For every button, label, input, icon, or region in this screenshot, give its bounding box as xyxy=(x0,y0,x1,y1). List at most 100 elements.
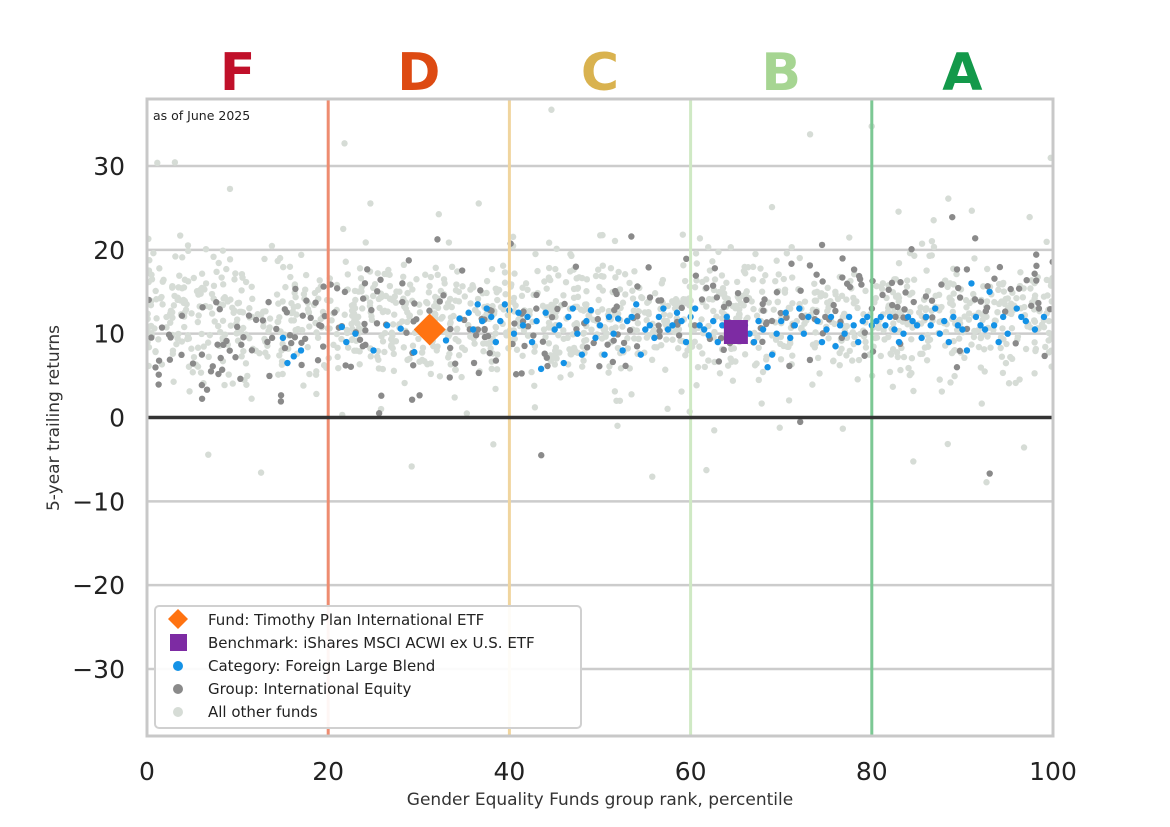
point-group-fund xyxy=(861,352,868,359)
point-group-fund xyxy=(399,280,406,287)
point-other-fund xyxy=(825,335,832,342)
point-other-fund xyxy=(557,374,564,381)
point-other-fund xyxy=(619,299,627,306)
point-group-fund xyxy=(333,285,341,292)
point-category-fund xyxy=(524,313,531,321)
point-other-fund xyxy=(190,274,198,282)
point-category-fund xyxy=(945,338,953,346)
point-other-fund xyxy=(499,262,507,269)
point-group-fund xyxy=(319,343,327,350)
point-other-fund xyxy=(649,473,656,480)
point-group-fund xyxy=(265,298,272,306)
point-category-fund xyxy=(397,325,404,332)
point-group-fund xyxy=(938,281,945,288)
point-other-fund xyxy=(592,272,600,280)
point-other-fund xyxy=(924,287,932,295)
point-other-fund xyxy=(455,298,463,305)
point-other-fund xyxy=(170,302,178,309)
point-category-fund xyxy=(1018,313,1025,321)
point-other-fund xyxy=(338,335,345,343)
point-other-fund xyxy=(727,355,734,362)
point-group-fund xyxy=(413,316,420,323)
point-other-fund xyxy=(919,350,926,357)
point-other-fund xyxy=(750,305,757,313)
point-other-fund xyxy=(1013,294,1020,302)
point-other-fund xyxy=(242,360,250,367)
point-other-fund xyxy=(371,281,379,288)
point-other-fund xyxy=(995,286,1002,294)
point-other-fund xyxy=(1008,325,1016,332)
point-other-fund xyxy=(257,469,265,476)
point-group-fund xyxy=(715,358,723,365)
point-other-fund xyxy=(645,308,652,316)
point-group-fund xyxy=(760,307,767,314)
point-other-fund xyxy=(183,301,190,308)
point-other-fund xyxy=(1022,345,1030,353)
point-other-fund xyxy=(1017,269,1024,276)
point-other-fund xyxy=(402,305,410,312)
point-other-fund xyxy=(678,388,685,395)
point-group-fund xyxy=(155,381,162,388)
point-category-fund xyxy=(913,322,921,329)
point-group-fund xyxy=(610,337,617,344)
point-other-fund xyxy=(240,324,247,332)
point-other-fund xyxy=(953,270,960,278)
point-group-fund xyxy=(416,392,423,399)
point-other-fund xyxy=(202,245,210,253)
point-other-fund xyxy=(693,277,700,284)
y-tick-label: 0 xyxy=(109,404,125,433)
point-category-fund xyxy=(882,322,889,329)
point-other-fund xyxy=(169,347,177,354)
point-category-fund xyxy=(633,301,640,308)
point-other-fund xyxy=(831,320,838,328)
point-category-fund xyxy=(533,317,540,325)
point-other-fund xyxy=(362,239,369,246)
point-other-fund xyxy=(392,337,400,345)
point-other-fund xyxy=(474,295,482,303)
point-other-fund xyxy=(755,344,762,351)
point-category-fund xyxy=(936,330,943,337)
point-other-fund xyxy=(541,278,548,285)
point-other-fund xyxy=(825,304,832,311)
point-group-fund xyxy=(277,392,285,399)
point-category-fund xyxy=(818,338,826,346)
point-group-fund xyxy=(761,296,768,303)
point-group-fund xyxy=(277,398,285,405)
point-group-fund xyxy=(312,299,319,306)
point-other-fund xyxy=(938,388,946,395)
point-other-fund xyxy=(454,325,461,333)
point-group-fund xyxy=(472,331,480,339)
point-other-fund xyxy=(1014,333,1022,340)
point-other-fund xyxy=(789,300,796,307)
point-category-fund xyxy=(904,313,912,321)
point-group-fund xyxy=(996,263,1004,271)
point-other-fund xyxy=(246,334,253,342)
grid-lines xyxy=(147,164,1053,671)
point-other-fund xyxy=(292,326,299,334)
point-category-fund xyxy=(981,326,989,333)
point-other-fund xyxy=(153,315,160,322)
point-group-fund xyxy=(711,265,719,272)
point-group-fund xyxy=(199,304,206,311)
point-category-fund xyxy=(370,347,377,354)
point-category-fund xyxy=(442,337,450,344)
point-group-fund xyxy=(1015,285,1023,292)
point-group-fund xyxy=(399,298,406,306)
point-group-fund xyxy=(512,371,520,378)
legend-marker-category xyxy=(173,661,183,671)
point-group-fund xyxy=(240,334,247,341)
point-group-fund xyxy=(218,366,226,373)
point-other-fund xyxy=(780,275,787,283)
point-group-fund xyxy=(411,300,418,307)
point-other-fund xyxy=(459,283,466,290)
point-group-fund xyxy=(982,307,990,315)
point-other-fund xyxy=(905,364,912,372)
point-other-fund xyxy=(454,268,461,275)
point-category-fund xyxy=(787,334,794,342)
point-other-fund xyxy=(471,340,478,347)
point-group-fund xyxy=(281,344,289,352)
x-tick-label: 20 xyxy=(312,757,344,786)
point-other-fund xyxy=(968,341,975,348)
point-other-fund xyxy=(622,291,629,298)
point-group-fund xyxy=(232,354,239,361)
